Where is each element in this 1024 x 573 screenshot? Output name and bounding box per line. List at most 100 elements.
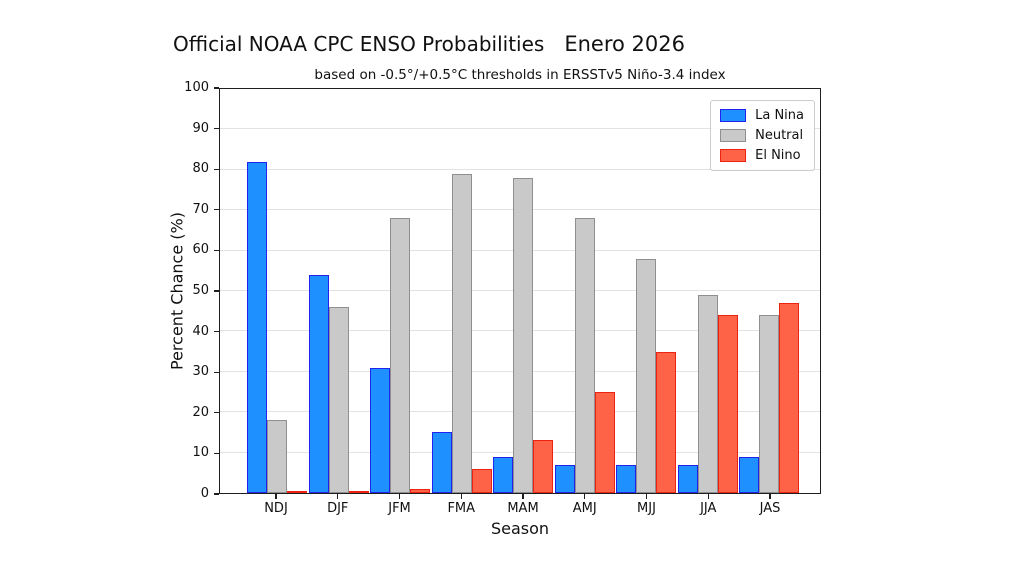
- y-tick-label: 80: [192, 161, 209, 177]
- bar-group-jja: [677, 89, 738, 493]
- y-tick-mark: [214, 87, 219, 89]
- chart-header: Official NOAA CPC ENSO Probabilities Ene…: [173, 32, 685, 56]
- bar-el-nino-amj: [594, 392, 615, 493]
- x-axis-ticks: NDJ DJF JFM FMA MAM AMJ MJJ JJA JAS: [219, 494, 821, 516]
- x-tick-fma: FMA: [431, 494, 491, 516]
- bar-la-nina-jfm: [370, 367, 390, 493]
- x-tick-label: MAM: [507, 501, 539, 516]
- bar-el-nino-mam: [533, 440, 553, 493]
- x-tick-label: FMA: [447, 501, 476, 516]
- x-tick-mark: [398, 494, 401, 499]
- bar-group-ndj: [247, 89, 307, 493]
- bar-group-amj: [554, 89, 615, 493]
- x-tick-mark: [645, 494, 648, 499]
- x-tick-mam: MAM: [493, 494, 553, 516]
- y-tick-label: 40: [192, 323, 209, 339]
- bar-neutral-fma: [451, 173, 472, 493]
- chart-title: Official NOAA CPC ENSO Probabilities: [173, 32, 545, 56]
- x-tick-mark: [522, 494, 524, 499]
- legend-item-la-nina: La Nina: [720, 108, 804, 123]
- bars-layer: [220, 89, 820, 493]
- x-axis-label: Season: [490, 519, 550, 538]
- bar-neutral-amj: [574, 218, 595, 493]
- bar-group-djf: [308, 89, 369, 493]
- legend-swatch-el-nino: [720, 149, 747, 162]
- bar-el-nino-jja: [717, 315, 738, 493]
- y-axis-ticks: 0 10 20 30 40 50 60 70 80 90 100: [0, 80, 219, 501]
- y-tick-mark: [214, 290, 219, 292]
- bar-neutral-jfm: [390, 218, 410, 493]
- bar-group-jas: [739, 89, 799, 493]
- legend-item-neutral: Neutral: [720, 128, 804, 143]
- bar-neutral-ndj: [267, 420, 287, 493]
- y-tick-mark: [214, 209, 219, 211]
- y-tick-mark: [214, 331, 219, 333]
- y-tick-label: 70: [192, 201, 209, 217]
- y-tick-mark: [214, 168, 219, 170]
- bar-la-nina-fma: [431, 432, 452, 493]
- x-tick-jja: JJA: [678, 494, 738, 516]
- bar-el-nino-djf: [348, 491, 369, 493]
- bar-la-nina-jja: [677, 464, 698, 493]
- bar-la-nina-mam: [493, 456, 513, 493]
- bar-neutral-jas: [759, 315, 779, 493]
- y-tick-label: 0: [200, 486, 209, 501]
- x-tick-mark: [337, 494, 339, 499]
- legend-swatch-neutral: [720, 129, 747, 142]
- x-tick-mark: [707, 494, 709, 499]
- bar-group-jfm: [370, 89, 430, 493]
- y-tick-mark: [214, 371, 219, 373]
- gridline: [220, 128, 820, 130]
- x-tick-label: JAS: [759, 501, 781, 516]
- bar-el-nino-jas: [779, 303, 799, 493]
- x-tick-mjj: MJJ: [617, 494, 677, 516]
- chart-subtitle: based on -0.5°/+0.5°C thresholds in ERSS…: [314, 67, 726, 83]
- y-tick-label: 30: [192, 364, 209, 380]
- legend: La Nina Neutral El Nino: [710, 100, 815, 171]
- y-tick-label: 20: [192, 404, 209, 420]
- bar-el-nino-ndj: [287, 491, 307, 493]
- bar-neutral-mam: [513, 177, 533, 493]
- bar-la-nina-jas: [739, 456, 759, 493]
- y-tick-mark: [214, 249, 219, 251]
- bar-la-nina-djf: [308, 274, 329, 493]
- x-tick-label: JJA: [700, 501, 717, 516]
- x-tick-jas: JAS: [740, 494, 800, 516]
- bar-el-nino-mjj: [656, 351, 676, 493]
- plot-area: La Nina Neutral El Nino: [219, 88, 821, 494]
- x-tick-amj: AMJ: [555, 494, 615, 516]
- bar-el-nino-jfm: [410, 488, 430, 493]
- bar-group-mjj: [616, 89, 676, 493]
- x-tick-mark: [275, 494, 277, 499]
- x-tick-label: MJJ: [637, 501, 656, 516]
- x-tick-mark: [460, 494, 462, 499]
- x-tick-mark: [769, 494, 771, 499]
- y-tick-label: 100: [184, 80, 209, 95]
- legend-swatch-la-nina: [720, 109, 747, 122]
- bar-group-mam: [493, 89, 553, 493]
- bar-la-nina-ndj: [247, 161, 267, 493]
- y-tick-mark: [214, 128, 219, 130]
- y-tick-mark: [214, 493, 219, 495]
- bar-neutral-jja: [697, 295, 718, 493]
- legend-label: Neutral: [755, 128, 804, 143]
- bar-neutral-djf: [328, 307, 349, 493]
- x-tick-jfm: JFM: [370, 494, 430, 516]
- bar-la-nina-mjj: [616, 464, 636, 493]
- bar-el-nino-fma: [471, 468, 492, 493]
- y-tick-label: 50: [192, 283, 209, 298]
- gridline: [220, 168, 820, 170]
- y-tick-label: 60: [192, 242, 209, 258]
- bar-group-fma: [431, 89, 492, 493]
- chart-title-date: Enero 2026: [564, 32, 685, 56]
- x-tick-label: NDJ: [264, 501, 288, 516]
- legend-item-el-nino: El Nino: [720, 148, 804, 163]
- legend-label: La Nina: [755, 108, 804, 123]
- x-tick-djf: DJF: [308, 494, 368, 516]
- y-tick-label: 10: [192, 445, 209, 461]
- y-tick-label: 90: [192, 120, 209, 136]
- bar-neutral-mjj: [636, 258, 656, 493]
- bar-la-nina-amj: [554, 464, 575, 493]
- y-tick-mark: [214, 452, 219, 454]
